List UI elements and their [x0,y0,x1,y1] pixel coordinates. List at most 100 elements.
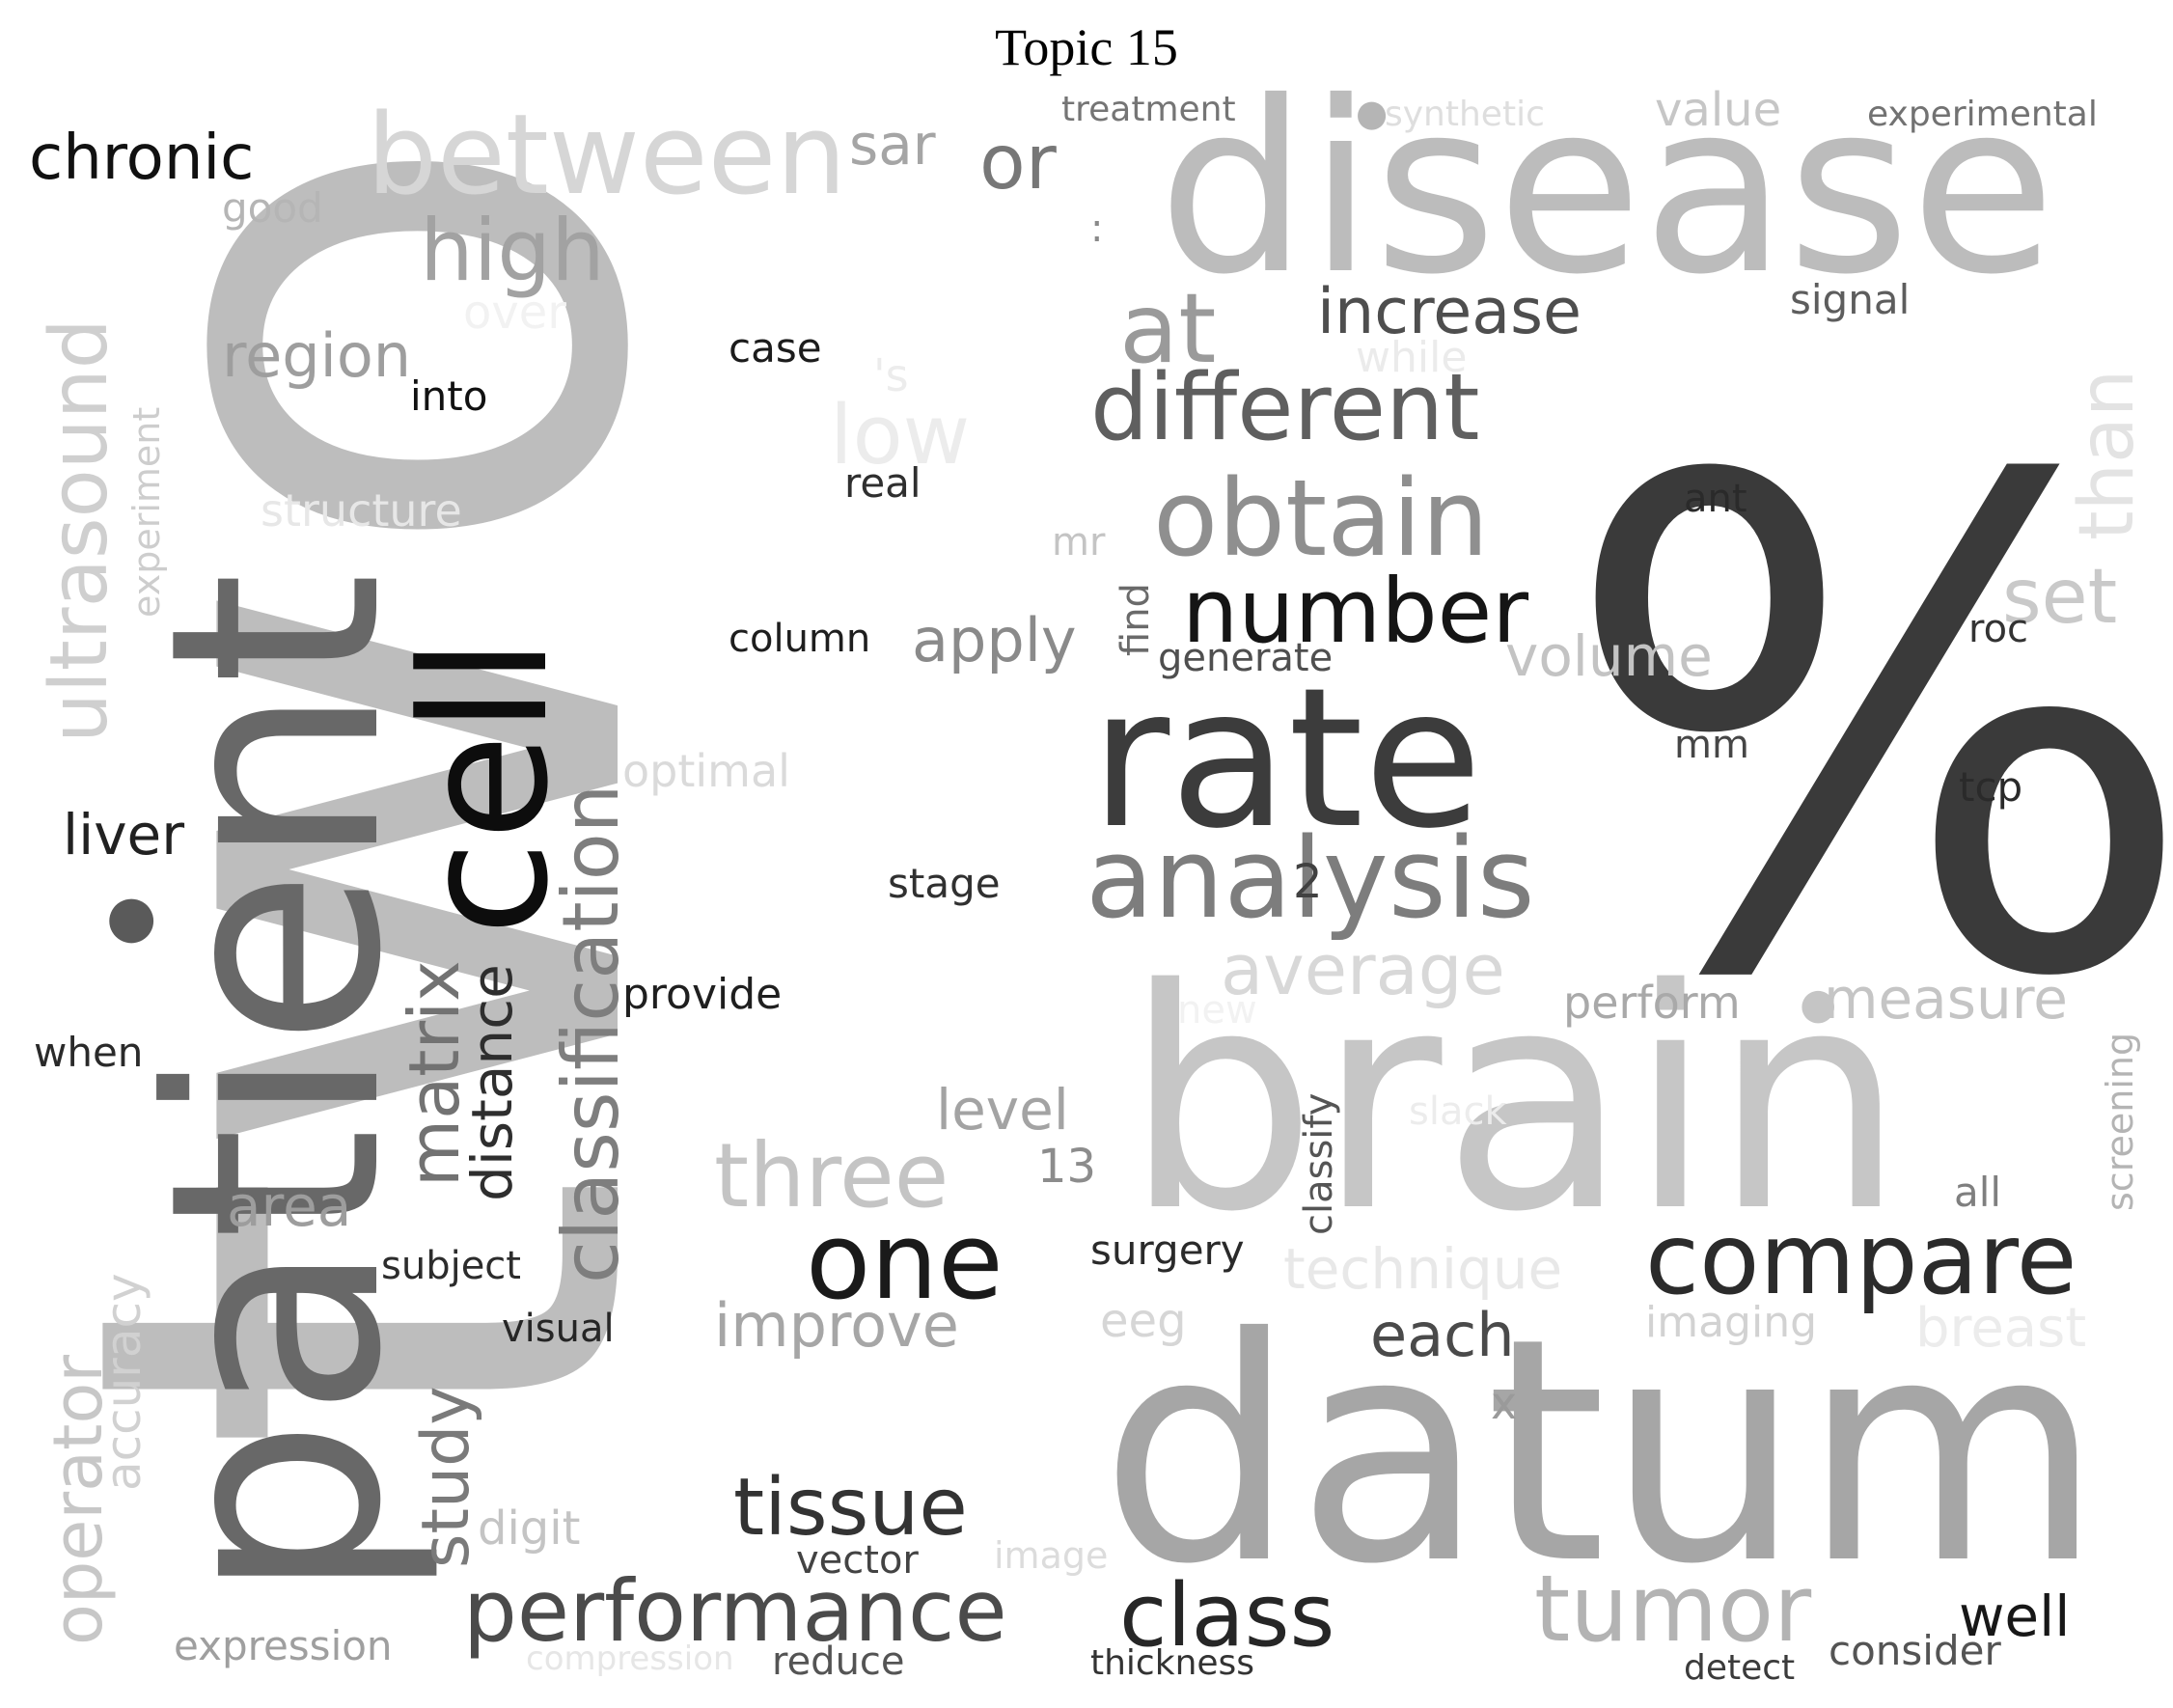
word-new-89: new [1177,988,1257,1033]
word-x-90: x [1491,1377,1517,1429]
word-dot-101: ● [106,883,156,950]
word-all-97: all [1954,1169,2001,1216]
word-structure-55: structure [261,484,462,537]
word-reduce-76: reduce [772,1639,905,1684]
word-digit-59: digit [478,1501,580,1556]
word-signal-58: signal [1790,276,1910,323]
word-ultrasound-16: ultrasound [34,318,125,743]
word-level-41: level [936,1077,1069,1143]
word-improve-29: improve [714,1290,959,1361]
word-column-65: column [729,617,870,661]
word-slack-88: slack [1409,1089,1507,1134]
word-imaging-60: imaging [1645,1298,1817,1347]
word-s-84: 's [873,349,909,401]
word-consider-57: consider [1829,1627,2001,1674]
word-surgery-72: surgery [1090,1226,1245,1274]
word-volume-35: volume [1505,623,1713,689]
word-when-79: when [34,1029,143,1076]
word-roc-95: roc [1968,607,2028,651]
word-image-86: image [994,1534,1108,1577]
word-brain-5: brain [1124,925,1906,1279]
word-classify-48: classify [1297,1093,1341,1235]
word-value-52: value [1655,83,1781,137]
word-datum-4: datum [1100,1273,2103,1632]
word-high-22: high [420,201,605,300]
word-apply-37: apply [912,605,1077,675]
word-13-91: 13 [1037,1140,1096,1194]
chart-title: Topic 15 [995,18,1178,76]
word-between-9: between [367,91,846,220]
word-good-80: good [222,184,323,232]
word-operator-26: operator [39,1355,118,1645]
word-expression-56: expression [174,1622,393,1669]
word-classification-15: classification [546,785,636,1283]
word-screening-51: screening [2099,1033,2141,1211]
word-perform-49: perform [1563,977,1741,1029]
word-cell-6: cell [385,637,587,936]
word-obtain-10: obtain [1153,456,1489,580]
word-rate-7: rate [1090,647,1482,871]
word-different-11: different [1090,355,1479,461]
word-while-82: while [1356,333,1467,382]
word-or-38: or [979,120,1058,207]
word-detect-78: detect [1684,1648,1795,1688]
word-three-21: three [714,1124,949,1227]
word-find-71: find [1114,583,1158,656]
word-tcp-96: tcp [1959,763,2022,811]
word-over-83: over [463,286,566,340]
word-case-64: case [729,324,822,372]
word-well-45: well [1959,1584,2070,1649]
word-thickness-77: thickness [1090,1643,1254,1683]
word-treatment-63: treatment [1061,90,1236,129]
word-disease-3: disease [1158,51,2055,326]
word-mm-93: mm [1674,723,1749,767]
word-provide-67: provide [622,970,782,1019]
word-area-42: area [227,1173,351,1239]
word-low-33: low [830,388,970,483]
word-patient-1: patient [108,571,445,1602]
word-one-14: one [806,1199,1004,1323]
word-visual-74: visual [502,1307,615,1351]
word-experiment-50: experiment [125,407,168,618]
word-stage-66: stage [888,860,1001,907]
word-performance-17: performance [463,1561,1007,1661]
word-symbol-2: % [1558,339,2173,1125]
word-symbol-98: : [1090,207,1103,251]
word-real-68: real [844,459,921,507]
word-subject-73: subject [381,1244,521,1288]
word-matrix-25: matrix [394,960,475,1187]
word-analysis-8: analysis [1086,814,1535,944]
word-increase-28: increase [1317,276,1582,348]
word-average-24: average [1221,929,1505,1010]
word-experimental-61: experimental [1867,95,2098,134]
word-vector-75: vector [796,1538,919,1583]
word-chronic-36: chronic [29,123,254,194]
word-region-34: region [222,320,411,391]
word-generate-70: generate [1158,636,1333,680]
word-two-0: two [0,121,791,1457]
word-at-23: at [1119,272,1217,385]
word-ant-94: ant [1684,477,1747,521]
word-measure-43: measure [1824,966,2068,1032]
word-number-12: number [1182,560,1528,663]
word-into-69: into [410,372,487,420]
word-technique-44: technique [1283,1236,1562,1302]
word-compression-87: compression [526,1639,734,1678]
word-than-39: than [2064,370,2151,540]
word-dot-99: ● [1356,92,1388,134]
word-study-27: study [408,1386,484,1568]
word-optimal-54: optimal [622,745,790,797]
word-set-32: set [2002,554,2117,641]
word-mr-81: mr [1052,520,1106,565]
word-2-92: 2 [1293,855,1323,909]
word-compare-13: compare [1645,1202,2077,1317]
word-each-30: each [1370,1300,1515,1370]
word-breast-46: breast [1915,1297,2086,1360]
word-sar-53: sar [849,112,936,178]
word-liver-40: liver [63,802,184,868]
word-accuracy-47: accuracy [96,1273,151,1491]
word-class-18: class [1119,1565,1334,1667]
word-tumor-19: tumor [1534,1556,1812,1663]
word-distance-31: distance [459,964,525,1201]
